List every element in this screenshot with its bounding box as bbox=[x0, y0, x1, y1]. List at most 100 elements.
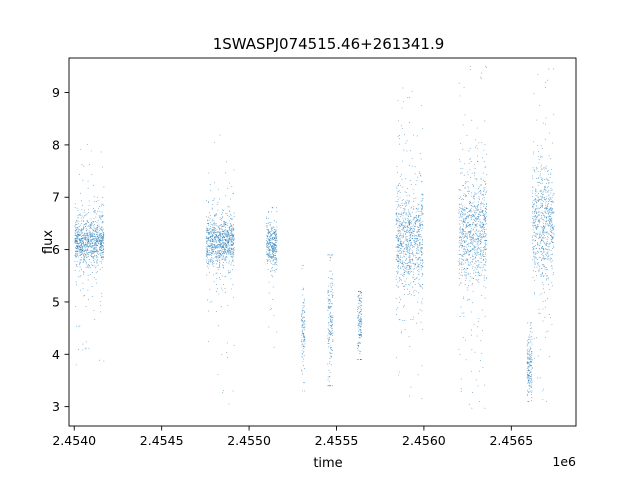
data-point bbox=[527, 382, 529, 384]
data-point bbox=[214, 241, 216, 243]
data-point bbox=[466, 244, 468, 245]
data-point bbox=[531, 327, 533, 329]
data-point bbox=[218, 251, 220, 253]
data-point bbox=[328, 317, 329, 319]
data-point bbox=[467, 237, 468, 239]
data-point bbox=[462, 337, 464, 339]
data-point bbox=[484, 246, 486, 247]
data-point bbox=[74, 239, 76, 241]
data-point bbox=[227, 247, 228, 249]
data-point bbox=[464, 245, 466, 247]
data-point bbox=[420, 217, 422, 219]
data-point bbox=[485, 243, 487, 245]
data-point bbox=[540, 226, 542, 228]
data-point bbox=[227, 250, 229, 252]
data-point bbox=[78, 349, 79, 351]
data-point bbox=[205, 241, 207, 243]
data-point bbox=[415, 290, 417, 292]
data-point bbox=[206, 236, 208, 238]
data-point bbox=[534, 264, 536, 266]
data-point bbox=[268, 246, 270, 247]
data-point bbox=[93, 233, 95, 235]
data-point bbox=[75, 246, 77, 248]
data-point bbox=[547, 203, 549, 205]
data-point bbox=[408, 264, 409, 266]
data-point bbox=[97, 219, 99, 221]
data-point bbox=[220, 272, 221, 274]
data-point bbox=[472, 242, 474, 244]
data-point bbox=[220, 287, 222, 289]
data-point bbox=[533, 245, 535, 247]
data-point bbox=[85, 224, 87, 226]
data-point bbox=[473, 210, 475, 212]
data-point bbox=[549, 231, 551, 233]
data-point bbox=[330, 356, 332, 358]
data-point bbox=[404, 329, 406, 330]
data-point bbox=[483, 195, 485, 197]
data-point bbox=[80, 258, 82, 260]
data-point bbox=[217, 255, 219, 257]
data-point bbox=[480, 231, 482, 233]
data-point bbox=[468, 242, 469, 244]
data-point bbox=[225, 256, 227, 258]
data-point bbox=[541, 212, 543, 213]
data-point bbox=[478, 230, 480, 232]
data-point bbox=[542, 196, 544, 198]
data-point bbox=[537, 232, 539, 234]
data-point bbox=[275, 261, 277, 263]
data-point bbox=[211, 237, 213, 239]
data-point bbox=[538, 308, 540, 310]
data-point bbox=[97, 196, 98, 198]
data-point bbox=[485, 166, 487, 168]
data-point bbox=[541, 179, 543, 181]
data-point bbox=[226, 213, 228, 214]
data-point bbox=[407, 97, 409, 99]
data-point bbox=[532, 270, 534, 272]
data-point bbox=[546, 400, 547, 402]
data-point bbox=[541, 205, 542, 207]
data-point bbox=[83, 251, 85, 253]
data-point bbox=[474, 175, 476, 177]
data-point bbox=[275, 262, 277, 263]
data-point bbox=[465, 226, 467, 228]
data-point bbox=[467, 222, 468, 224]
data-point bbox=[87, 289, 89, 291]
data-point bbox=[541, 246, 543, 248]
data-point bbox=[94, 319, 96, 321]
data-point bbox=[75, 257, 77, 259]
data-point bbox=[403, 221, 405, 223]
data-point bbox=[303, 300, 305, 302]
data-point bbox=[225, 161, 227, 163]
data-point bbox=[208, 219, 210, 221]
data-point bbox=[553, 68, 555, 70]
data-point bbox=[553, 245, 554, 247]
data-point bbox=[464, 248, 466, 250]
data-point bbox=[212, 204, 213, 206]
data-point bbox=[413, 206, 415, 208]
data-point bbox=[99, 241, 101, 243]
data-point bbox=[82, 179, 84, 181]
data-point bbox=[475, 220, 477, 222]
data-point bbox=[526, 340, 528, 342]
data-point bbox=[273, 246, 275, 248]
data-point bbox=[274, 220, 276, 222]
data-point bbox=[80, 229, 82, 231]
data-point bbox=[398, 213, 400, 215]
data-point bbox=[550, 239, 552, 241]
data-point bbox=[361, 308, 363, 310]
data-point bbox=[528, 366, 530, 368]
data-point bbox=[422, 238, 424, 240]
data-point bbox=[484, 242, 486, 244]
data-point bbox=[217, 235, 219, 236]
data-point bbox=[81, 164, 83, 166]
data-point bbox=[271, 234, 273, 236]
data-point bbox=[528, 368, 529, 370]
data-point bbox=[483, 247, 484, 248]
data-point bbox=[217, 250, 219, 252]
data-point bbox=[271, 229, 273, 230]
data-point bbox=[415, 256, 417, 258]
data-point bbox=[410, 213, 412, 215]
data-point bbox=[85, 255, 87, 257]
data-point bbox=[458, 206, 460, 208]
data-point bbox=[477, 264, 479, 266]
